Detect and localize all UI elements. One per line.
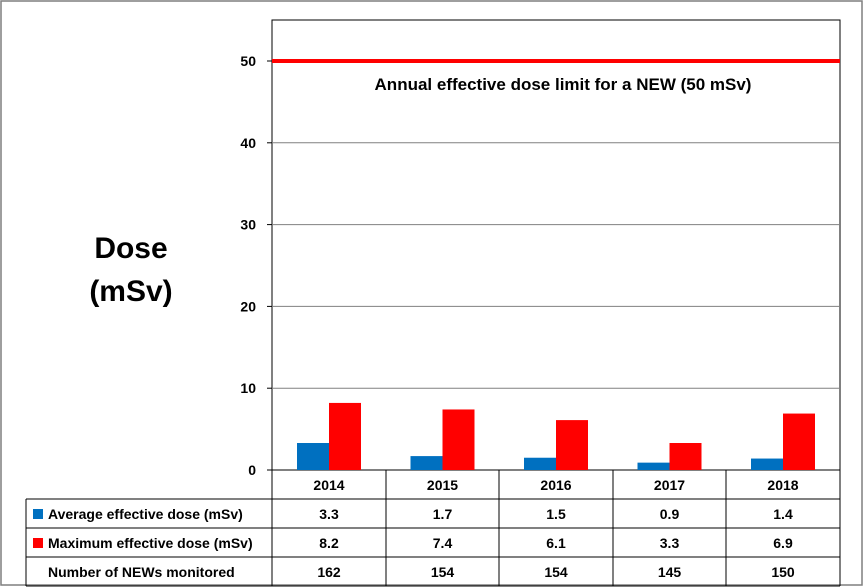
bar-average [637, 462, 670, 470]
y-axis-label-line2: (mSv) [89, 275, 172, 308]
data-value-label: 8.2 [319, 535, 339, 551]
news-monitored-value: 150 [771, 564, 795, 580]
y-tick-label: 50 [240, 53, 256, 69]
y-tick-label: 10 [240, 380, 256, 396]
series-name: Maximum effective dose (mSv) [48, 535, 253, 551]
data-value-label: 3.3 [319, 506, 339, 522]
news-monitored-value: 145 [658, 564, 682, 580]
bar-average [751, 458, 783, 470]
y-axis-label-line1: Dose [94, 232, 167, 265]
data-value-label: 3.3 [660, 535, 680, 551]
data-value-label: 1.4 [773, 506, 793, 522]
bar-maximum [442, 409, 475, 470]
bar-average [410, 456, 443, 470]
bar-maximum [669, 443, 702, 470]
x-category-label: 2016 [540, 477, 571, 493]
data-value-label: 6.9 [773, 535, 793, 551]
data-value-label: 7.4 [433, 535, 453, 551]
y-tick-label: 40 [240, 135, 256, 151]
bar-average [524, 457, 556, 470]
plot-area: 0 10 20 30 40 50 Annual effective dose limit f… [240, 19, 841, 478]
y-tick-label: 30 [240, 217, 256, 233]
reference-line-label: Annual effective dose limit for a NEW (5… [375, 75, 752, 94]
legend-swatch [33, 538, 43, 548]
legend-swatch [33, 509, 43, 519]
y-tick-label: 20 [240, 298, 256, 314]
bar-maximum [329, 402, 361, 470]
news-monitored-value: 154 [544, 564, 568, 580]
x-category-label: 2014 [313, 477, 344, 493]
bar-average [297, 443, 329, 470]
x-category-label: 2017 [654, 477, 685, 493]
x-category-label: 2015 [427, 477, 458, 493]
news-monitored-value: 162 [317, 564, 341, 580]
x-category-label: 2018 [767, 477, 798, 493]
series-name: Average effective dose (mSv) [48, 506, 243, 522]
data-value-label: 0.9 [660, 506, 680, 522]
y-tick-label: 0 [248, 462, 256, 478]
bar-maximum [556, 420, 588, 470]
data-value-label: 6.1 [546, 535, 566, 551]
data-value-label: 1.5 [546, 506, 566, 522]
row-name-news-monitored: Number of NEWs monitored [48, 564, 235, 580]
news-monitored-value: 154 [431, 564, 455, 580]
data-value-label: 1.7 [433, 506, 453, 522]
data-table: 2014 2015 2016 2017 2018 Average effective do… [25, 470, 841, 587]
bar-maximum [783, 413, 815, 470]
